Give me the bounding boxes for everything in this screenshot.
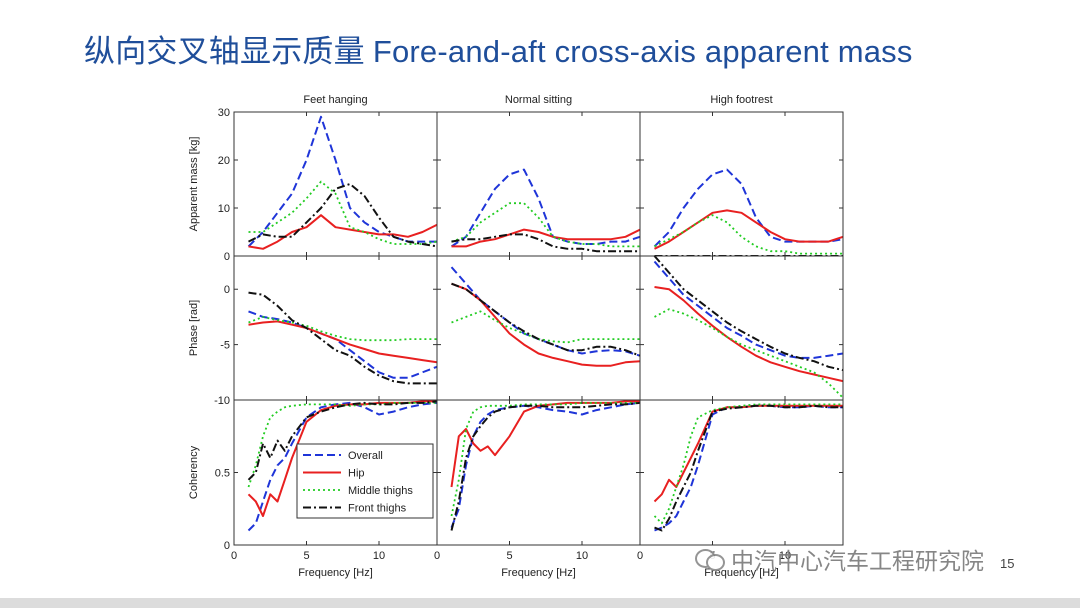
series-line-middle-thighs [248,180,437,245]
series-line-hip [653,404,843,503]
x-tick-label: 5 [506,550,512,562]
y-axis-label: Phase [rad] [188,300,200,356]
panel-title: Normal sitting [505,94,572,106]
series-line-hip [248,320,437,364]
title-chinese: 纵向交叉轴显示质量 [84,34,365,70]
series-line-middle-thighs [653,403,843,525]
x-tick-label: 0 [434,550,440,562]
y-axis-label: Apparent mass [kg] [188,137,200,232]
panel-frame [639,111,844,257]
series-line-middle-thighs [247,401,437,488]
panel-1-0 [233,255,438,401]
series-line-middle-thighs [248,315,437,342]
series-line-front-thighs [248,291,437,385]
panel-0-2: High footrest [639,94,844,257]
watermark-text: 中汽中心汽车工程研究院 [731,549,984,575]
series-line-overall [653,260,843,359]
series-line-front-thighs [451,282,640,357]
series-line-middle-thighs [451,310,640,344]
series-line-hip [654,209,843,250]
series-line-hip [450,400,640,488]
y-tick-label: 0 [224,284,230,296]
x-axis-label: Frequency [Hz] [704,567,779,579]
panel-title: High footrest [710,94,772,106]
series-line-front-thighs [451,233,640,253]
x-tick-label: 10 [779,550,791,562]
panel-2-2 [639,399,844,546]
x-tick-label: 0 [231,550,237,562]
panel-frame [639,255,844,401]
series-line-overall [653,168,843,248]
y-tick-label: 0.5 [215,468,230,480]
panel-1-2 [639,255,844,401]
series-line-hip [451,228,640,248]
panel-0-1: Normal sitting [436,94,641,257]
panel-title: Feet hanging [303,94,367,106]
panel-frame [436,111,641,257]
panel-frame [436,399,641,546]
series-line-front-thighs [653,256,843,372]
x-tick-label: 0 [637,550,643,562]
panel-1-1 [436,255,641,401]
y-tick-label: 0 [224,540,230,552]
series-line-front-thighs [247,400,437,481]
title-english: Fore-and-aft cross-axis apparent mass [372,34,913,69]
series-line-overall [247,115,437,248]
bottom-bar [0,598,1080,608]
panel-frame [436,255,641,401]
legend-label: Hip [348,468,365,480]
page-number: 15 [1000,556,1015,571]
series-line-overall [450,168,640,248]
series-line-front-thighs [248,183,437,248]
series-line-overall [450,266,640,357]
panel-2-1 [436,399,641,546]
series-line-overall [248,310,437,379]
series-line-hip [451,282,640,367]
slide-title: 纵向交叉轴显示质量 Fore-and-aft cross-axis apparen… [84,26,913,71]
series-line-hip [654,286,843,383]
series-line-middle-thighs [450,401,640,517]
series-line-hip [247,400,437,517]
legend: Overall Hip Middle thighs Front thighs [296,443,434,519]
y-axis-label: Coherency [188,445,200,499]
legend-box [296,443,434,519]
y-tick-label: 30 [218,107,230,119]
y-tick-label: 20 [218,155,230,167]
series-line-front-thighs [654,404,843,532]
wechat-icon [695,546,725,572]
series-line-hip [248,214,437,250]
watermark: 中汽中心汽车工程研究院 [695,542,984,576]
series-line-overall [450,401,640,528]
legend-label: Front thighs [348,503,407,515]
y-tick-label: -10 [214,395,230,407]
series-line-middle-thighs [451,202,640,248]
y-tick-label: -5 [220,340,230,352]
y-tick-label: 10 [218,203,230,215]
panel-0-0: Feet hanging [233,94,438,257]
legend-label: Middle thighs [348,485,413,497]
legend-label: Overall [348,450,383,462]
series-line-middle-thighs [654,214,843,255]
x-axis-label: Frequency [Hz] [298,567,373,579]
series-line-overall [247,401,437,532]
x-axis-label: Frequency [Hz] [501,567,576,579]
series-line-middle-thighs [654,308,843,399]
x-tick-label: 10 [576,550,588,562]
x-tick-label: 10 [373,550,385,562]
x-tick-label: 5 [303,550,309,562]
series-line-overall [654,404,843,532]
y-tick-label: 0 [224,251,230,263]
